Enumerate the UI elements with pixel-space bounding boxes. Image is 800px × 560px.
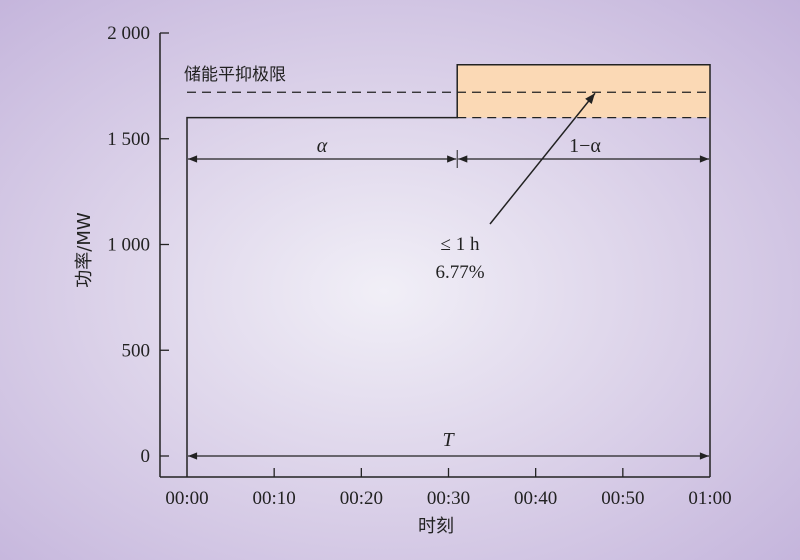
one-minus-alpha-label: 1−α (569, 135, 601, 157)
x-tick-label: 00:00 (165, 488, 208, 509)
x-tick-label: 00:40 (514, 488, 557, 509)
x-tick-label: 00:20 (340, 488, 383, 509)
excess-region (457, 64, 710, 118)
y-tick-label: 2 000 (107, 23, 150, 44)
y-tick-label: 1 000 (107, 235, 150, 256)
annotation-duration: ≤ 1 h (441, 234, 480, 255)
y-tick-label: 0 (141, 446, 151, 467)
y-tick-label: 1 500 (107, 129, 150, 150)
annotation-percent: 6.77% (435, 262, 484, 283)
annotation-arrow (489, 92, 596, 225)
x-tick-label: 00:30 (427, 488, 470, 509)
total-span-label: T (442, 429, 455, 451)
x-tick-label: 00:10 (253, 488, 296, 509)
alpha-label: α (317, 135, 328, 157)
x-tick-label: 00:50 (601, 488, 644, 509)
power-curve (186, 63, 711, 477)
x-axis-title: 时刻 (418, 516, 454, 537)
y-tick-label: 500 (122, 340, 151, 361)
storage-limit-label: 储能平抑极限 (184, 65, 286, 85)
x-tick-label: 01:00 (688, 488, 731, 509)
y-axis-title: 功率/MW (74, 212, 95, 288)
